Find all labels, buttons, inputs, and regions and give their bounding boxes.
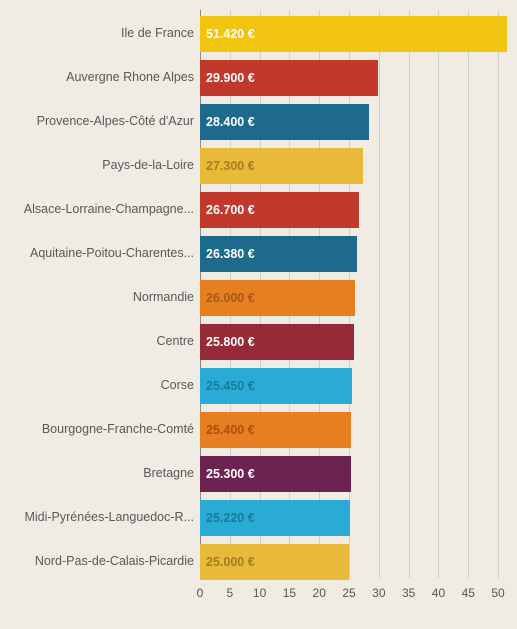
x-tick-label: 50 <box>491 586 504 600</box>
bar: 25.800 € <box>200 324 354 360</box>
bar-value-label: 26.380 € <box>206 247 255 261</box>
category-label: Nord-Pas-de-Calais-Picardie <box>35 554 194 568</box>
category-label: Auvergne Rhone Alpes <box>66 70 194 84</box>
bar-value-label: 29.900 € <box>206 71 255 85</box>
gridline <box>409 10 410 578</box>
bar-value-label: 26.700 € <box>206 203 255 217</box>
bar: 25.450 € <box>200 368 352 404</box>
category-label: Pays-de-la-Loire <box>102 158 194 172</box>
x-tick-label: 5 <box>226 586 233 600</box>
bar: 28.400 € <box>200 104 369 140</box>
bar-value-label: 51.420 € <box>206 27 255 41</box>
category-label: Alsace-Lorraine-Champagne... <box>24 202 194 216</box>
x-tick-label: 30 <box>372 586 385 600</box>
x-tick-label: 40 <box>432 586 445 600</box>
gridline <box>498 10 499 578</box>
x-tick-label: 15 <box>283 586 296 600</box>
bar: 25.300 € <box>200 456 351 492</box>
bar-value-label: 25.300 € <box>206 467 255 481</box>
bar-value-label: 25.450 € <box>206 379 255 393</box>
plot-area: 0 5 10 15 20 25 30 35 40 45 50 51.420 € 29.900 € 28.4… <box>200 10 510 600</box>
bar: 27.300 € <box>200 148 363 184</box>
x-tick-label: 45 <box>462 586 475 600</box>
bar: 29.900 € <box>200 60 378 96</box>
bar-value-label: 25.400 € <box>206 423 255 437</box>
bar-value-label: 27.300 € <box>206 159 255 173</box>
gridline <box>438 10 439 578</box>
category-label: Ile de France <box>121 26 194 40</box>
bar: 25.400 € <box>200 412 351 448</box>
gridline <box>468 10 469 578</box>
category-label: Corse <box>161 378 194 392</box>
category-label: Provence-Alpes-Côté d'Azur <box>37 114 194 128</box>
category-label: Bourgogne-Franche-Comté <box>42 422 194 436</box>
bar-value-label: 28.400 € <box>206 115 255 129</box>
bar-value-label: 25.220 € <box>206 511 255 525</box>
bar-value-label: 26.000 € <box>206 291 255 305</box>
category-label: Centre <box>156 334 194 348</box>
x-tick-label: 35 <box>402 586 415 600</box>
x-tick-label: 25 <box>342 586 355 600</box>
category-label: Midi-Pyrénées-Languedoc-R... <box>24 510 194 524</box>
bar: 25.000 € <box>200 544 349 580</box>
bar: 26.000 € <box>200 280 355 316</box>
bar: 26.380 € <box>200 236 357 272</box>
gridline <box>379 10 380 578</box>
x-tick-label: 0 <box>197 586 204 600</box>
bar: 26.700 € <box>200 192 359 228</box>
category-label: Aquitaine-Poitou-Charentes... <box>30 246 194 260</box>
bar-value-label: 25.800 € <box>206 335 255 349</box>
bar: 25.220 € <box>200 500 350 536</box>
category-label: Bretagne <box>143 466 194 480</box>
category-label: Normandie <box>133 290 194 304</box>
x-tick-label: 10 <box>253 586 266 600</box>
x-tick-label: 20 <box>313 586 326 600</box>
bar-value-label: 25.000 € <box>206 555 255 569</box>
horizontal-bar-chart: Ile de France Auvergne Rhone Alpes Provenc… <box>0 0 517 629</box>
bar: 51.420 € <box>200 16 507 52</box>
